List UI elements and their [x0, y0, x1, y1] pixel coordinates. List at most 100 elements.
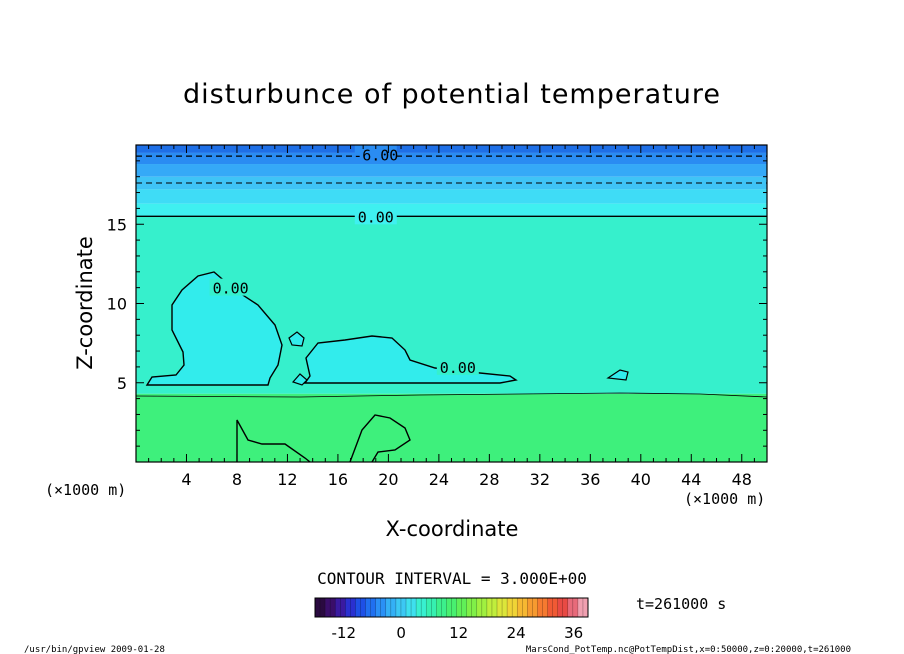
- colorbar-swatch: [466, 598, 473, 617]
- x-tick-label: 40: [631, 470, 651, 489]
- colorbar-swatch: [325, 598, 331, 617]
- low-anomaly-region-left: [145, 271, 283, 386]
- colorbar-swatch: [577, 598, 584, 617]
- y-axis: 5 10 15: [107, 160, 767, 447]
- x-axis-label: X-coordinate: [386, 517, 519, 541]
- x-tick-label: 8: [232, 470, 242, 489]
- footer-left: /usr/bin/gpview 2009-01-28: [24, 645, 165, 654]
- contour-label-bg: [354, 207, 397, 225]
- colorbar-swatch: [451, 598, 457, 617]
- time-label: t=261000 s: [636, 595, 726, 613]
- colorbar-swatch: [395, 598, 402, 617]
- colorbar-frame: [314, 597, 589, 618]
- small-anomaly-region: [606, 369, 629, 381]
- x-tick-label: 4: [181, 470, 191, 489]
- colorbar-swatch: [426, 598, 432, 617]
- colorbar-swatch: [476, 598, 483, 617]
- colorbar-swatch: [552, 598, 558, 617]
- x-tick-label: 48: [732, 470, 752, 489]
- colorbar-swatch: [360, 598, 366, 617]
- colorbar-swatch: [562, 598, 569, 617]
- x-tick-label: 20: [378, 470, 398, 489]
- colorbar-swatch: [406, 598, 412, 617]
- colorbar-swatch: [315, 598, 321, 617]
- colorbar-swatch: [365, 598, 371, 617]
- y-axis-label: Z-coordinate: [73, 236, 97, 370]
- colorbar-swatch: [446, 598, 452, 617]
- plot-area: -6.00 0.00 0.00 0.00: [135, 144, 768, 463]
- x-tick-label: 16: [328, 470, 348, 489]
- colorbar: -12 0 12 24 36: [314, 597, 589, 642]
- colorbar-swatch: [507, 598, 513, 617]
- contour-label: 0.00: [358, 208, 394, 226]
- colorbar-swatch: [411, 598, 417, 617]
- x-unit-left: (×1000 m): [45, 481, 126, 499]
- x-tick-label: 44: [681, 470, 701, 489]
- x-tick-label: 36: [580, 470, 600, 489]
- small-anomaly-region: [288, 331, 305, 347]
- colorbar-swatch: [537, 598, 543, 617]
- colorbar-swatch: [486, 598, 493, 617]
- x-axis: 4 8 12 16 20 24 28 32 36 40 44 48: [148, 145, 755, 489]
- contour-label-bg: [436, 357, 479, 375]
- colorbar-tick-label: 0: [396, 624, 406, 642]
- contour-label: 0.00: [213, 280, 249, 298]
- warm-anomaly-contour: [236, 419, 311, 463]
- warm-anomaly-contour: [349, 414, 411, 463]
- colorbar-swatch: [547, 598, 553, 617]
- colorbar-swatch: [355, 598, 361, 617]
- field-layer: [136, 152, 767, 165]
- colorbar-tick-label: 24: [507, 624, 526, 642]
- interface-line: [135, 392, 768, 398]
- colorbar-swatch: [491, 598, 498, 617]
- field-layer: [136, 189, 767, 204]
- colorbar-swatch: [441, 598, 447, 617]
- y-tick-label: 5: [117, 374, 127, 393]
- colorbar-swatch: [390, 598, 397, 617]
- colorbar-swatch: [572, 598, 579, 617]
- colorbar-tick-label: -12: [331, 624, 356, 642]
- contour-label: -6.00: [353, 147, 398, 165]
- colorbar-swatch: [345, 598, 351, 617]
- colorbar-swatch: [385, 598, 392, 617]
- colorbar-swatch: [400, 598, 407, 617]
- contour-interval-label: CONTOUR INTERVAL = 3.000E+00: [317, 569, 587, 588]
- x-tick-label: 24: [429, 470, 449, 489]
- colorbar-swatch: [380, 598, 387, 617]
- colorbar-swatch: [375, 598, 382, 617]
- contour-label: 0.00: [440, 359, 476, 377]
- colorbar-swatch: [416, 598, 422, 617]
- field-layer: [136, 164, 767, 177]
- contour-lines: [136, 155, 767, 217]
- colorbar-swatch: [512, 598, 518, 617]
- y-tick-label: 10: [107, 295, 127, 314]
- colorbar-swatch: [497, 598, 503, 617]
- colorbar-swatch: [335, 598, 341, 617]
- colorbar-swatch: [527, 598, 533, 617]
- x-tick-label: 32: [530, 470, 550, 489]
- x-tick-label: 28: [479, 470, 499, 489]
- chart-title: disturbunce of potential temperature: [183, 79, 721, 110]
- footer-right: MarsCond_PotTemp.nc@PotTempDist,x=0:5000…: [526, 645, 851, 654]
- colorbar-swatch: [471, 598, 478, 617]
- colorbar-swatch: [502, 598, 508, 617]
- contour-labels: -6.00 0.00 0.00 0.00: [209, 145, 479, 377]
- x-tick-label: 12: [277, 470, 297, 489]
- y-tick-label: 15: [107, 215, 127, 234]
- colorbar-swatch: [532, 598, 538, 617]
- field-layer: [136, 203, 767, 217]
- colorbar-swatch: [542, 598, 548, 617]
- colorbar-swatch: [517, 598, 523, 617]
- colorbar-swatch: [330, 598, 336, 617]
- colorbar-swatch: [436, 598, 442, 617]
- colorbar-swatch: [456, 598, 462, 617]
- contour-label-bg: [354, 145, 397, 163]
- x-unit-right: (×1000 m): [684, 490, 765, 508]
- contour-label-bg: [209, 278, 252, 296]
- colorbar-swatch: [340, 598, 346, 617]
- colorbar-swatch: [370, 598, 376, 617]
- colorbar-swatch: [461, 598, 467, 617]
- colorbar-swatch: [582, 598, 589, 617]
- field-layer: [136, 393, 767, 462]
